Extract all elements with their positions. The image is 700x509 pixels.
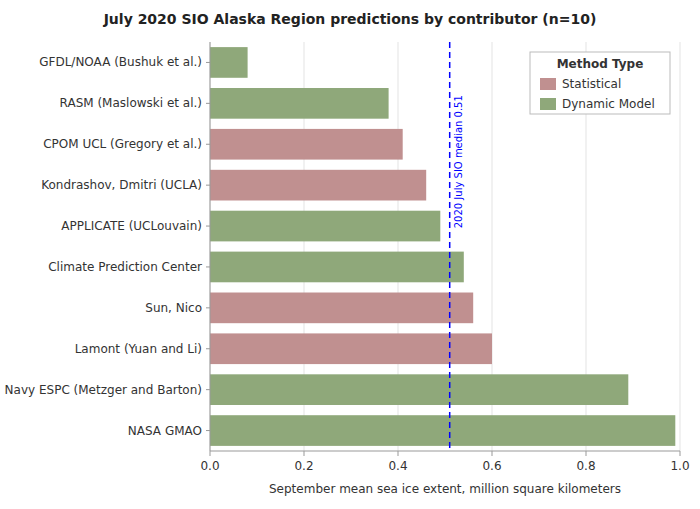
legend-swatch [540,98,556,110]
grid-line [210,42,211,451]
legend-entry: Dynamic Model [562,97,655,111]
grid-line [680,42,681,451]
y-axis [210,42,211,451]
bar [210,170,426,201]
category-label: RASM (Maslowski et al.) [60,96,202,110]
bar [210,129,403,160]
x-tick-label: 0.2 [294,459,313,473]
bar [210,211,440,242]
y-tick [206,62,210,63]
legend-box [530,52,670,114]
x-tick-label: 1.0 [670,459,689,473]
x-tick [492,451,493,456]
y-tick [206,185,210,186]
category-label: APPLICATE (UCLouvain) [61,219,202,233]
category-label: CPOM UCL (Gregory et al.) [43,137,202,151]
y-tick [206,226,210,227]
bar [210,333,492,364]
bars [210,47,675,446]
category-label: Lamont (Yuan and Li) [75,342,202,356]
chart: 0.0 0.2 0.4 0.6 0.8 1.0 GFDL/NOAA (Bushuk et a… [0,0,700,509]
category-label: GFDL/NOAA (Bushuk et al.) [39,55,202,69]
x-tick-label: 0.8 [576,459,595,473]
bar [210,293,473,324]
legend-entry: Statistical [562,77,621,91]
category-label: Sun, Nico [145,301,202,315]
x-tick-label: 0.4 [388,459,407,473]
bar [210,47,248,78]
x-tick [210,451,211,456]
x-tick [586,451,587,456]
category-label: Navy ESPC (Metzger and Barton) [5,383,202,397]
y-tick [206,430,210,431]
bar [210,374,628,405]
x-axis [210,451,680,452]
category-label: Climate Prediction Center [48,260,202,274]
legend-swatch [540,78,556,90]
y-tick [206,348,210,349]
median-label: 2020 July SIO median 0.51 [453,95,464,228]
legend-title: Method Type [557,57,644,71]
title: July 2020 SIO Alaska Region predictions … [103,11,597,27]
x-tick-label: 0.6 [482,459,501,473]
x-tick [304,451,305,456]
category-label: NASA GMAO [128,424,202,438]
bar [210,415,675,446]
bar [210,252,464,283]
x-axis-label: September mean sea ice extent, million s… [269,482,621,496]
y-tick [206,307,210,308]
x-tick [680,451,681,456]
y-tick [206,266,210,267]
median-line [449,42,451,451]
y-tick [206,144,210,145]
category-label: Kondrashov, Dmitri (UCLA) [41,178,202,192]
y-tick [206,103,210,104]
y-tick [206,389,210,390]
x-tick-label: 0.0 [200,459,219,473]
legend: Method Type Statistical Dynamic Model [530,52,670,114]
x-tick [398,451,399,456]
bar [210,88,389,119]
